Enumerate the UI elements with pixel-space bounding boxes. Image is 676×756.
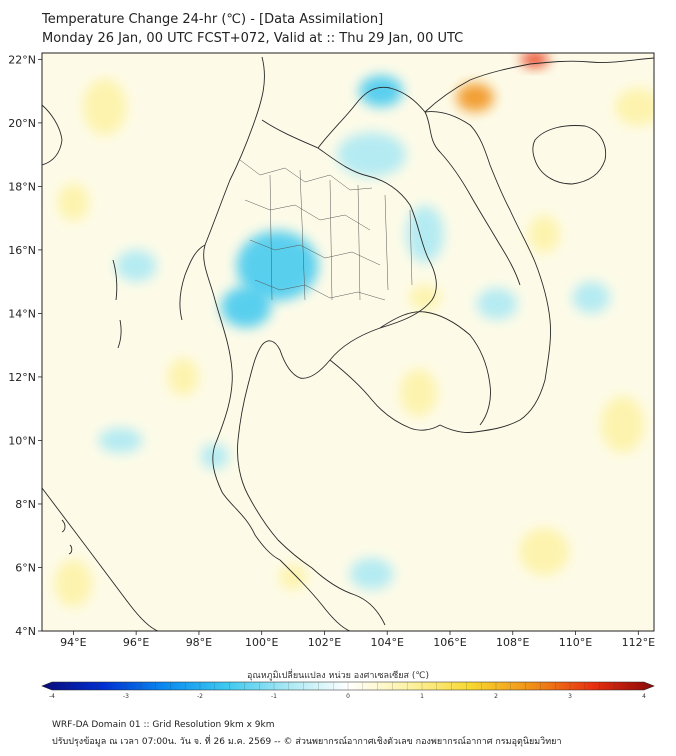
lat-tick-label: 4°N: [15, 625, 36, 638]
gulf-of-thailand-coast: [237, 340, 331, 569]
map-frame: [41, 52, 655, 632]
anomaly-blob-16: [57, 183, 90, 222]
colorbar-ticks: -4 -3 -2 -1 0 1 2 3 4: [49, 682, 646, 700]
anomaly-blob-11: [456, 83, 494, 112]
andaman-islands: [112, 259, 122, 349]
anomaly-blob-23: [54, 559, 93, 608]
lon-tick-label: 100°E: [245, 636, 278, 649]
lon-tick-label: 108°E: [496, 636, 529, 649]
lat-tick-label: 6°N: [15, 561, 36, 574]
lon-tick-label: 94°E: [60, 636, 86, 649]
thailand-border: [261, 119, 437, 361]
anomaly-blob-5: [476, 288, 518, 320]
myanmar-west-coast: [179, 244, 206, 321]
lon-tick-label: 106°E: [433, 636, 466, 649]
malaysia-coast: [279, 559, 351, 631]
anomaly-blob-14: [409, 284, 441, 311]
anomaly-blob-20: [519, 527, 570, 576]
cambodia-coast: [329, 359, 441, 431]
country-boundaries: [42, 56, 654, 631]
lat-tick-label: 18°N: [8, 180, 36, 193]
anomaly-blob-18: [600, 395, 645, 454]
province-boundaries: [239, 159, 413, 301]
colorbar-tick-label: 3: [568, 693, 572, 700]
map-title: Temperature Change 24-hr (℃) - [Data Ass…: [42, 12, 384, 27]
hainan-island: [532, 125, 607, 185]
longitude-axis: 94°E 96°E 98°E 100°E 102°E 104°E 106°E 108°E 110…: [60, 631, 655, 649]
anomaly-blob-9: [200, 443, 229, 470]
colorbar-tick-label: -1: [271, 693, 277, 700]
vietnam-coast: [424, 111, 551, 433]
anomaly-blob-1: [220, 286, 272, 328]
lon-tick-label: 96°E: [123, 636, 149, 649]
lat-tick-label: 20°N: [8, 117, 36, 130]
china-south-coast: [424, 57, 654, 113]
lat-tick-label: 10°N: [8, 434, 36, 447]
map-subtitle-valid-time: Monday 26 Jan, 00 UTC FCST+072, Valid at…: [42, 31, 464, 46]
credit-line: ปรับปรุงข้อมูล ณ เวลา 07:00น. วัน จ. ที่…: [52, 737, 562, 747]
anomaly-blob-22: [528, 214, 560, 254]
anomaly-blob-8: [349, 557, 394, 590]
colorbar-label: อุณหภูมิเปลี่ยนแปลง หน่วย องศาเซลเซียส (…: [246, 671, 430, 681]
anomaly-blob-15: [82, 78, 127, 136]
myanmar-coastline: [203, 56, 281, 561]
colorbar-tick-label: -2: [197, 693, 203, 700]
latitude-axis: 22°N 20°N 18°N 16°N 14°N 12°N 10°N 8°N 6°N 4°N: [8, 53, 42, 638]
anomaly-blob-19: [278, 564, 308, 590]
anomaly-blob-3: [337, 132, 407, 177]
anomaly-blob-13: [399, 368, 438, 417]
lat-tick-label: 8°N: [15, 498, 36, 511]
laos-border: [317, 86, 521, 286]
lon-tick-label: 104°E: [371, 636, 404, 649]
nicobar-islands: [61, 519, 73, 555]
province-lines-central: [269, 169, 413, 301]
province-lines-north: [239, 159, 386, 301]
colorbar-tick-label: 2: [494, 693, 498, 700]
lon-tick-label: 98°E: [186, 636, 212, 649]
anomaly-blob-12: [520, 53, 549, 68]
malaysia-east-coast: [311, 567, 386, 626]
cambodia-border: [379, 311, 491, 426]
lat-tick-label: 14°N: [8, 307, 36, 320]
anomaly-blob-21: [167, 357, 199, 396]
sumatra-tip: [42, 487, 159, 631]
colorbar-tick-label: 4: [642, 693, 646, 700]
anomaly-blob-2: [358, 75, 403, 107]
temperature-change-map: 94°E 96°E 98°E 100°E 102°E 104°E 106°E 108°E 110…: [8, 52, 655, 700]
lon-tick-label: 110°E: [559, 636, 592, 649]
colorbar-tick-label: -3: [123, 693, 129, 700]
anomaly-blob-10: [572, 281, 611, 314]
anomaly-blob-4: [406, 205, 444, 263]
lat-tick-label: 16°N: [8, 244, 36, 257]
lat-tick-label: 12°N: [8, 371, 36, 384]
west-coast-fragment: [42, 104, 63, 166]
lon-tick-label: 102°E: [308, 636, 341, 649]
anomaly-blob-17: [614, 87, 654, 127]
anomaly-blob-6: [115, 249, 157, 282]
colorbar-tick-label: -4: [49, 693, 55, 700]
colorbar: -4 -3 -2 -1 0 1 2 3 4: [41, 681, 655, 700]
lon-tick-label: 112°E: [622, 636, 655, 649]
anomaly-blob-0: [236, 230, 319, 301]
lat-tick-label: 22°N: [8, 53, 36, 66]
colorbar-tick-label: 1: [420, 693, 424, 700]
anomaly-blob-7: [98, 427, 143, 454]
model-info: WRF-DA Domain 01 :: Grid Resolution 9km …: [52, 720, 275, 730]
colorbar-tick-label: 0: [346, 693, 350, 700]
